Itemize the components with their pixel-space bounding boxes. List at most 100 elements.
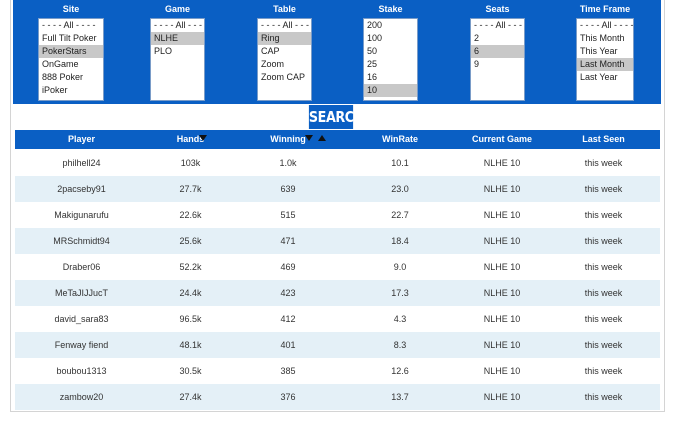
filter-option[interactable]: - - - - All - - - - [154,20,205,30]
filter-option[interactable]: 9 [474,59,480,69]
table-cell: this week [584,262,623,272]
filter-option[interactable]: iPoker [42,85,68,95]
table-row: MeTaJIJJucT 24.4k 423 17.3 NLHE 10 this week [15,280,660,306]
table-cell: 52.2k [179,262,202,272]
table-cell: Makigunarufu [54,210,109,220]
filter-option[interactable]: 16 [367,72,378,82]
column-header[interactable]: Winning [270,134,306,144]
table-cell: this week [584,340,623,350]
table-cell: NLHE 10 [483,210,521,220]
table-cell: this week [584,392,623,402]
table-row: david_sara83 96.5k 412 4.3 NLHE 10 this week [15,306,660,332]
filter-option[interactable]: 2 [474,33,480,43]
filter-option[interactable]: Ring [258,32,311,45]
filter-listbox[interactable]: - - - - All - - - - Ring CAP Zoom Zoom CAP [257,18,312,101]
filter-option[interactable]: Zoom [261,59,285,69]
table-cell: NLHE 10 [483,340,521,350]
table-cell: 10.1 [391,158,409,168]
table-cell: 12.6 [391,366,409,376]
table-row: philhell24 103k 1.0k 10.1 NLHE 10 this week [15,150,660,176]
filter-label: Stake [378,4,403,14]
filter-option[interactable]: Last Month [577,58,633,71]
table-cell: NLHE 10 [483,158,521,168]
filter-option[interactable]: PokerStars [39,45,103,58]
table-cell: 22.7 [391,210,409,220]
table-cell: 18.4 [391,236,409,246]
filter-option[interactable]: - - - - All - - - - [474,20,525,30]
table-cell: 385 [280,366,296,376]
filter-option[interactable]: 100 [367,33,383,43]
table-cell: 469 [280,262,296,272]
filter-option[interactable]: 50 [367,46,378,56]
filter-option[interactable]: - - - - All - - - - [261,20,312,30]
filter-option[interactable]: Zoom CAP [261,72,306,82]
filter-option[interactable]: This Month [580,33,625,43]
filter-option[interactable]: 200 [367,20,383,30]
filter-option[interactable]: - - - - All - - - - [580,20,634,30]
table-row: boubou1313 30.5k 385 12.6 NLHE 10 this week [15,358,660,384]
table-cell: 471 [280,236,296,246]
filter-option[interactable]: 888 Poker [42,72,84,82]
table-cell: 515 [280,210,296,220]
table-cell: this week [584,314,623,324]
table-cell: NLHE 10 [483,392,521,402]
column-header: WinRate [382,134,418,144]
filter-option[interactable]: This Year [580,46,618,56]
table-cell: david_sara83 [54,314,109,324]
filter-option[interactable]: 6 [471,45,524,58]
table-cell: 401 [280,340,296,350]
table-cell: MRSchmidt94 [53,236,110,246]
table-cell: 27.7k [179,184,202,194]
column-header: Last Seen [582,134,625,144]
table-cell: 25.6k [179,236,202,246]
table-cell: this week [584,184,623,194]
filter-option[interactable]: 10 [364,84,417,97]
table-cell: this week [584,366,623,376]
table-cell: 23.0 [391,184,409,194]
table-cell: MeTaJIJJucT [54,288,108,298]
filter-option[interactable]: NLHE [151,32,204,45]
column-header[interactable]: Hands [176,134,205,144]
filter-option[interactable]: CAP [261,46,280,56]
filter-option[interactable]: Full Tilt Poker [42,33,97,43]
table-cell: 24.4k [179,288,202,298]
search-button[interactable]: SEARCH [308,105,364,129]
filter-listbox[interactable]: - - - - All - - - - NLHE PLO [150,18,205,101]
table-cell: boubou1313 [56,366,107,376]
table-cell: 103k [180,158,201,168]
filter-option[interactable]: 25 [367,59,378,69]
table-cell: NLHE 10 [483,288,521,298]
filter-listbox[interactable]: - - - - All - - - - Full Tilt Poker PokerS… [38,18,104,101]
filter-option[interactable]: PLO [154,46,173,56]
table-row: Fenway fiend 48.1k 401 8.3 NLHE 10 this week [15,332,660,358]
table-cell: philhell24 [62,158,101,168]
table-cell: NLHE 10 [483,366,521,376]
filter-option[interactable]: Last Year [580,72,618,82]
table-cell: 30.5k [179,366,202,376]
table-cell: 13.7 [391,392,409,402]
table-cell: Fenway fiend [54,340,109,350]
table-cell: NLHE 10 [483,262,521,272]
filter-option[interactable]: - - - - All - - - - [42,20,96,30]
filter-label: Time Frame [579,4,631,14]
table-cell: 48.1k [179,340,202,350]
filter-label: Game [164,4,190,14]
filter-listbox[interactable]: - - - - All - - - - This Month This Year La… [576,18,634,101]
column-header: Current Game [471,134,533,144]
table-cell: 423 [280,288,296,298]
filter-band [13,0,661,104]
table-cell: 17.3 [391,288,409,298]
table-row: Draber06 52.2k 469 9.0 NLHE 10 this week [15,254,660,280]
filter-listbox[interactable]: 200 100 50 25 16 10 [363,18,418,101]
table-header: Player Hands Winning WinRate Current Game Las… [15,130,660,149]
filter-label: Site [62,4,80,14]
table-cell: zambow20 [59,392,104,402]
table-cell: 1.0k [279,158,297,168]
table-cell: 412 [280,314,296,324]
table-cell: this week [584,288,623,298]
filter-option[interactable]: OnGame [42,59,79,69]
table-row: 2pacseby91 27.7k 639 23.0 NLHE 10 this week [15,176,660,202]
filter-label: Seats [485,4,510,14]
